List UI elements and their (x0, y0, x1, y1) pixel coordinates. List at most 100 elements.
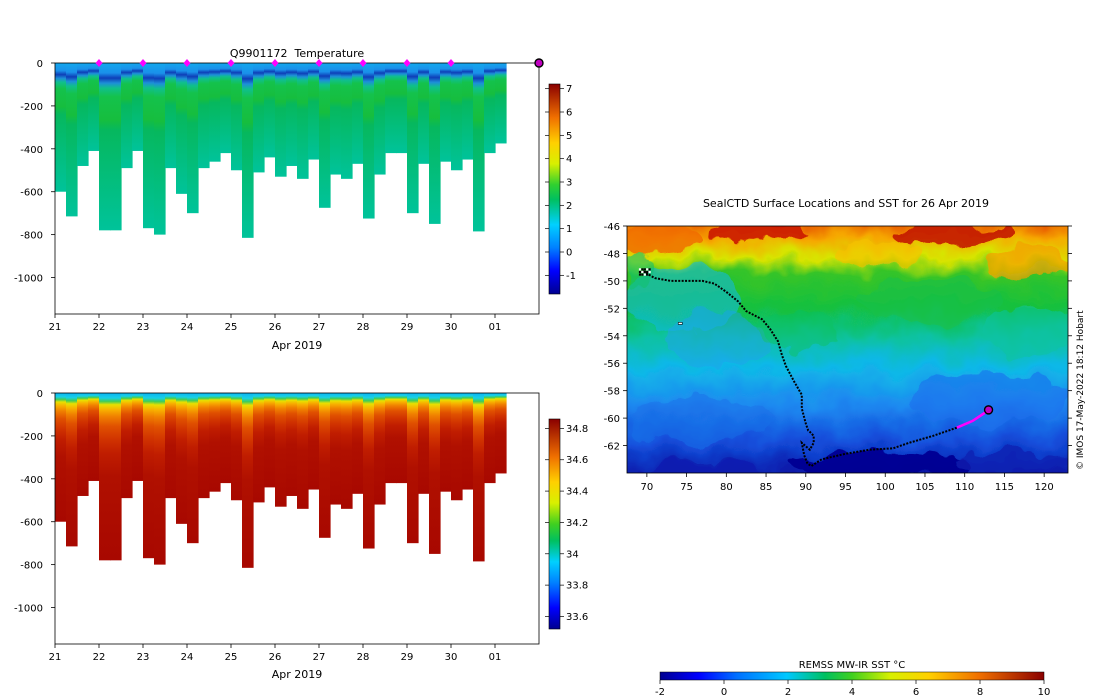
salinity-profile-37 (462, 393, 474, 490)
salinity-profile-31 (396, 393, 408, 484)
seal-track (642, 270, 990, 468)
salinity-x-tick-label: 26 (269, 652, 282, 663)
map-lat-tick-label: -54 (604, 332, 620, 343)
profile-marker (447, 59, 455, 67)
salinity-x-tick-label: 24 (181, 652, 194, 663)
temperature-profile-29 (374, 63, 386, 175)
sst-colorbar-group: REMSS MW-IR SST °C -2 0 2 4 6 8 10 (655, 660, 1050, 698)
temperature-y-axis: 0 -200 -400 -600 -800 -1000 (14, 59, 55, 285)
temperature-profile-31 (396, 63, 408, 154)
map-lon-tick-label: 100 (876, 482, 895, 493)
salinity-profile-35 (440, 393, 452, 492)
salinity-profile-19 (264, 393, 276, 488)
salinity-profile-26 (341, 393, 353, 509)
temperature-x-axis: 21 22 23 24 25 26 27 28 29 30 01 (49, 314, 502, 333)
start-cluster-dot (646, 268, 649, 271)
temperature-profile-20 (275, 63, 287, 177)
salinity-profile-columns (55, 393, 507, 568)
salinity-x-tick-label: 21 (49, 652, 62, 663)
temperature-profile-24 (319, 63, 331, 208)
temperature-y-tick-label: -600 (20, 188, 43, 199)
temperature-profile-39 (484, 63, 496, 154)
start-cluster-dot (641, 270, 644, 274)
salinity-profile-21 (286, 393, 298, 496)
small-marker-shape (677, 322, 683, 325)
salinity-profile-12 (187, 393, 199, 544)
start-cluster-dot (648, 268, 651, 271)
map-lat-tick-label: -52 (604, 304, 620, 315)
salinity-profile-10 (165, 393, 177, 499)
temperature-profile-34 (429, 63, 441, 224)
temperature-x-tick-label: 22 (93, 322, 106, 333)
sst-colorbar (659, 671, 1045, 681)
map-lon-tick-label: 110 (955, 482, 974, 493)
profile-marker (95, 59, 103, 67)
salinity-profile-24 (319, 393, 331, 538)
salinity-x-tick-label: 25 (225, 652, 238, 663)
temperature-profile-4 (99, 63, 111, 231)
map-lon-tick-label: 80 (720, 482, 733, 493)
temperature-colorbar-tick-label: 1 (566, 224, 572, 235)
salinity-y-tick-label: -600 (20, 518, 43, 529)
temperature-profile-36 (451, 63, 463, 171)
salinity-colorbar (548, 418, 561, 630)
temperature-x-tick-label: 28 (357, 322, 370, 333)
temperature-profile-33 (418, 63, 430, 164)
salinity-x-axis: 21 22 23 24 25 26 27 28 29 30 01 (49, 644, 501, 663)
start-cluster-dot (638, 270, 642, 274)
salinity-profile-0 (55, 393, 67, 522)
current-location-marker (983, 405, 994, 415)
salinity-profile-39 (484, 393, 496, 484)
temperature-x-tick-label: 26 (269, 322, 282, 333)
temperature-x-label: Apr 2019 (272, 339, 323, 352)
salinity-profile-8 (143, 393, 155, 559)
salinity-colorbar-tick-label: 34.2 (566, 518, 588, 529)
sst-colorbar-tick-label: 2 (785, 687, 791, 698)
temperature-profile-8 (143, 63, 155, 229)
start-cluster-dot (641, 268, 644, 271)
salinity-profile-9 (154, 393, 166, 565)
start-cluster-dot (638, 268, 642, 271)
temperature-colorbar-ticks: 7 6 5 4 3 2 1 0 -1 (545, 84, 576, 282)
temperature-colorbar-tick-label: -1 (566, 271, 576, 282)
sst-colorbar-ticks: -2 0 2 4 6 8 10 (655, 680, 1050, 698)
salinity-profile-13 (198, 393, 210, 499)
temperature-profile-1 (66, 63, 78, 217)
map-lat-tick-label: -58 (604, 387, 620, 398)
temperature-profile-6 (121, 63, 133, 169)
small-land-marker (677, 322, 683, 325)
profile-marker (139, 59, 147, 67)
salinity-profile-34 (429, 393, 441, 554)
temperature-colorbar-tick-label: 6 (566, 108, 572, 119)
salinity-x-tick-label: 23 (137, 652, 150, 663)
sst-colorbar-tick-label: 6 (913, 687, 919, 698)
map-latitude-axis: -46 -48 -50 -52 -54 -56 -58 -60 -62 (604, 222, 1072, 453)
salinity-profile-28 (363, 393, 375, 549)
temperature-profile-2 (77, 63, 89, 166)
temperature-profile-22 (297, 63, 309, 179)
salinity-colorbar-tick-label: 34.8 (566, 424, 588, 435)
profile-markers (95, 59, 455, 67)
start-cluster-dot (641, 273, 644, 276)
temperature-title: Q9901172 Temperature (230, 47, 365, 60)
sst-colorbar-tick-label: 0 (721, 687, 727, 698)
salinity-profile-22 (297, 393, 309, 509)
salinity-profile-40 (495, 393, 507, 474)
temperature-profile-0 (55, 63, 67, 192)
temperature-profile-19 (264, 63, 276, 158)
map-lon-tick-label: 115 (995, 482, 1014, 493)
salinity-profile-1 (66, 393, 78, 547)
salinity-x-tick-label: 27 (313, 652, 326, 663)
profile-marker (271, 59, 279, 67)
temperature-x-tick-label: 01 (489, 322, 502, 333)
start-cluster-dot (648, 270, 651, 274)
temperature-x-tick-label: 24 (181, 322, 194, 333)
salinity-profile-38 (473, 393, 485, 562)
profile-marker (227, 59, 235, 67)
temperature-profile-12 (187, 63, 199, 214)
map-lon-tick-label: 105 (915, 482, 934, 493)
map-lat-tick-label: -50 (604, 277, 620, 288)
profile-marker (403, 59, 411, 67)
map-lat-tick-label: -46 (604, 222, 620, 233)
salinity-profile-20 (275, 393, 287, 507)
